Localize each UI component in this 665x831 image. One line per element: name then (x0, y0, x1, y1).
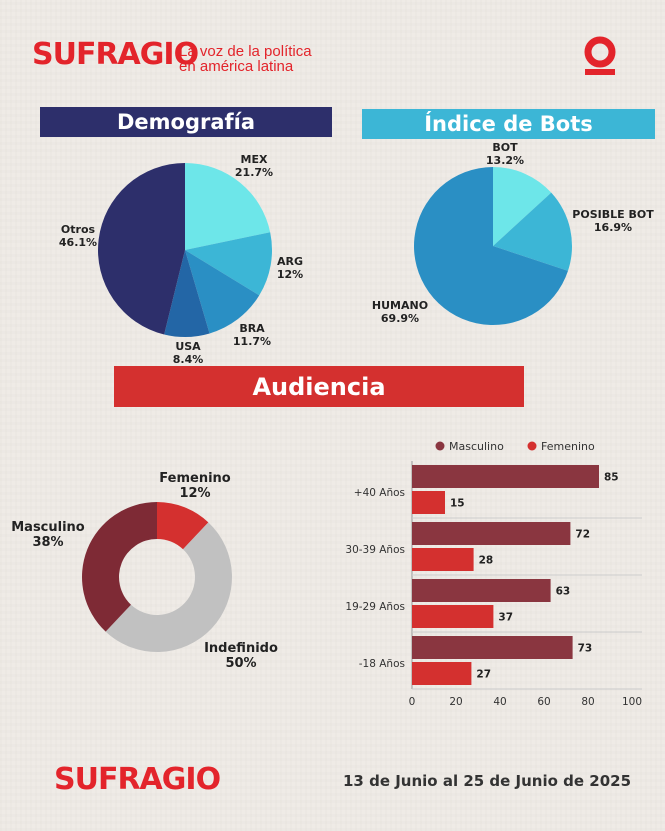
bots-slice-humano (414, 167, 568, 325)
demo-label-arg: ARG 12% (276, 255, 304, 281)
bots-label-posible: POSIBLE BOT 16.9% (572, 208, 654, 234)
bar-femenino-40-a-os (412, 491, 445, 514)
x-tick-0: 0 (409, 696, 416, 708)
demo-slice-arg (185, 232, 272, 296)
x-tick-40: 40 (493, 696, 506, 708)
donut-slice-masculino (81, 502, 157, 632)
section-bots: Índice de Bots (362, 109, 655, 139)
audiencia-donut-chart (81, 502, 232, 652)
data-label-femenino-30-39-a-os: 28 (479, 555, 494, 567)
data-label-femenino-18-a-os: 27 (476, 669, 491, 681)
brand-tagline: La voz de la política en américa latina (179, 44, 312, 74)
tagline-line-2: en américa latina (179, 58, 294, 75)
donut-slice-femenino (157, 502, 209, 550)
date-range: 13 de Junio al 25 de Junio de 2025 (343, 772, 632, 790)
brand-logo[interactable]: SUFRAGIO (32, 37, 199, 72)
category-label-19-29-a-os: 19-29 Años (345, 601, 405, 613)
data-label-masculino-30-39-a-os: 72 (575, 529, 590, 541)
data-label-masculino-18-a-os: 73 (578, 643, 593, 655)
category-label-30-39-a-os: 30-39 Años (345, 544, 405, 556)
category-label-40-a-os: +40 Años (354, 487, 405, 499)
tagline-line-1: La voz de la política (179, 43, 312, 60)
demo-label-bra: BRA 11.7% (232, 322, 272, 348)
bar-masculino-30-39-a-os (412, 522, 571, 545)
bar-femenino-30-39-a-os (412, 548, 474, 571)
bar-femenino-19-29-a-os (412, 605, 494, 628)
bar-femenino-18-a-os (412, 662, 472, 685)
data-label-masculino-19-29-a-os: 63 (556, 586, 571, 598)
bar-masculino-18-a-os (412, 636, 573, 659)
bar-masculino-40-a-os (412, 465, 599, 488)
demo-slice-usa (164, 250, 210, 337)
bots-label-humano: HUMANO 69.9% (371, 299, 429, 325)
section-audiencia: Audiencia (114, 366, 524, 407)
demo-label-otros: Otros 46.1% (58, 223, 98, 249)
x-tick-20: 20 (449, 696, 462, 708)
age-gender-bar-chart: Masculino Femenino +40 Años 85 15 30-39 Años 7… (345, 440, 642, 708)
x-tick-60: 60 (537, 696, 550, 708)
brand-mark-icon[interactable] (583, 36, 617, 78)
demo-label-usa: USA 8.4% (172, 340, 204, 366)
category-label-18-a-os: -18 Años (359, 658, 405, 670)
donut-label-femenino: Femenino 12% (159, 471, 231, 501)
legend-label-masculino: Masculino (449, 440, 504, 453)
donut-label-indefinido: Indefinido 50% (204, 641, 278, 671)
x-tick-100: 100 (622, 696, 642, 708)
data-label-masculino-40-a-os: 85 (604, 472, 619, 484)
demo-slice-mex (185, 163, 271, 250)
donut-label-masculino: Masculino 38% (11, 520, 85, 550)
legend-marker-masculino (435, 441, 445, 451)
data-label-femenino-40-a-os: 15 (450, 498, 465, 510)
demo-slice-otros (97, 163, 185, 335)
data-label-femenino-19-29-a-os: 37 (498, 612, 513, 624)
legend-label-femenino: Femenino (541, 440, 595, 453)
x-tick-80: 80 (581, 696, 594, 708)
demografia-pie-chart (97, 163, 272, 337)
bar-masculino-19-29-a-os (412, 579, 551, 602)
donut-slice-indefinido (105, 522, 232, 652)
legend-marker-femenino (527, 441, 537, 451)
bots-slice-posible-bot (493, 192, 572, 271)
footer-brand-logo[interactable]: SUFRAGIO (54, 762, 221, 797)
demo-slice-bra (185, 250, 260, 334)
demo-label-mex: MEX 21.7% (234, 153, 274, 179)
bots-label-bot: BOT 13.2% (485, 141, 525, 167)
section-demografia: Demografía (40, 107, 332, 137)
bots-pie-chart (414, 167, 572, 325)
bots-slice-bot (493, 167, 552, 246)
